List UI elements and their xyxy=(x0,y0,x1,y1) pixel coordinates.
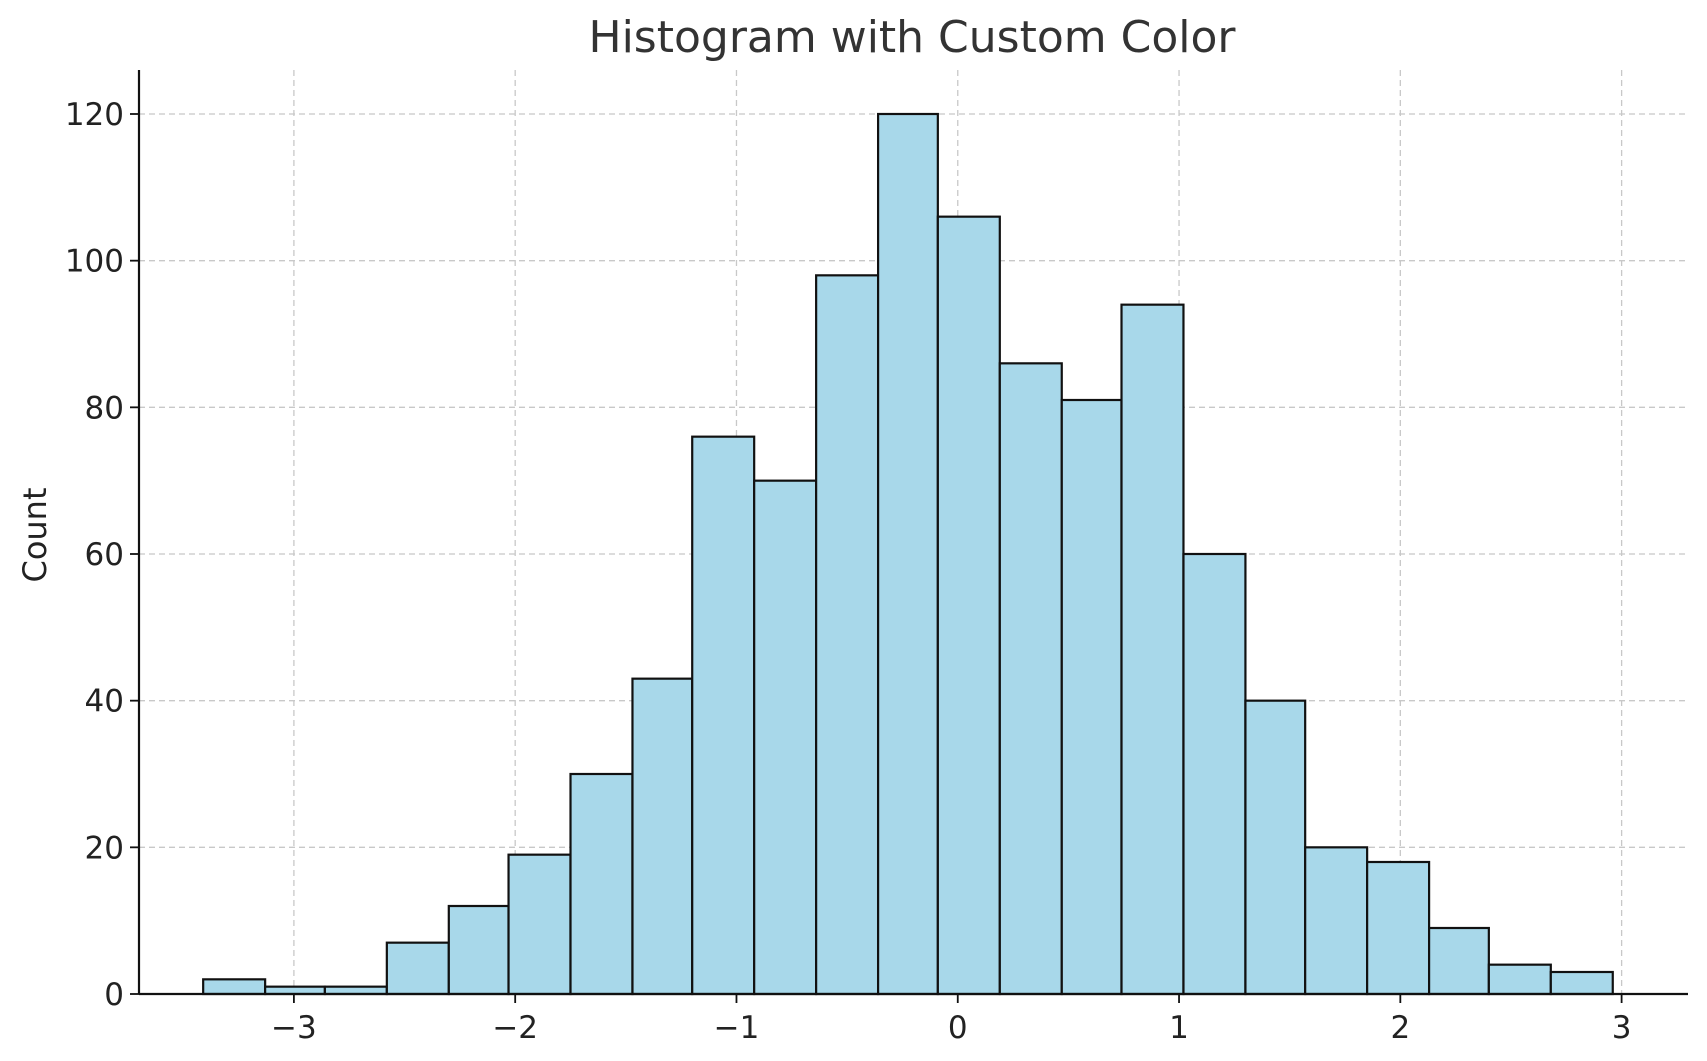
y-axis-ticks: 0 20 40 60 80 100 120 xyxy=(65,97,139,1013)
y-tick-label: 100 xyxy=(65,244,124,280)
histogram-bar xyxy=(1120,303,1185,996)
histogram-bar xyxy=(1487,963,1552,996)
y-tick-label: 60 xyxy=(85,537,124,573)
histogram-bar xyxy=(631,677,694,996)
histogram-bar xyxy=(202,978,267,996)
histogram-bar xyxy=(1304,846,1369,996)
x-tick-label: −3 xyxy=(271,1010,317,1046)
x-tick-label: −1 xyxy=(714,1010,760,1046)
y-tick-label: 40 xyxy=(85,684,124,720)
histogram-bar xyxy=(569,772,634,996)
histogram-bar xyxy=(1366,860,1431,996)
histogram-bar xyxy=(507,853,572,996)
y-tick-label: 80 xyxy=(85,390,124,426)
histogram-bar xyxy=(998,362,1063,996)
chart-title: Histogram with Custom Color xyxy=(588,12,1236,63)
histogram-bar xyxy=(1060,398,1123,996)
y-tick-label: 120 xyxy=(65,97,124,133)
x-axis-ticks: −3 −2 −1 0 1 2 3 xyxy=(271,994,1631,1046)
y-tick-label: 0 xyxy=(104,977,124,1013)
x-tick-label: 2 xyxy=(1390,1010,1410,1046)
y-axis-label: Count xyxy=(16,487,54,582)
histogram-bar xyxy=(753,479,818,996)
x-tick-label: −2 xyxy=(492,1010,538,1046)
histogram-bar xyxy=(1427,926,1490,996)
histogram-bar xyxy=(1549,970,1614,996)
histogram-bar xyxy=(447,904,510,996)
histogram-bar xyxy=(1244,699,1307,996)
axes xyxy=(137,70,1688,996)
histogram-bar xyxy=(876,112,939,996)
histogram-bars xyxy=(202,112,1614,996)
histogram-bar xyxy=(385,941,450,996)
histogram-bar xyxy=(1182,552,1247,996)
y-tick-label: 20 xyxy=(85,830,124,866)
histogram-bar xyxy=(936,215,1001,996)
x-tick-label: 3 xyxy=(1612,1010,1632,1046)
x-tick-label: 1 xyxy=(1169,1010,1189,1046)
histogram-bar xyxy=(691,435,756,996)
histogram-bar xyxy=(815,274,880,996)
x-tick-label: 0 xyxy=(948,1010,968,1046)
